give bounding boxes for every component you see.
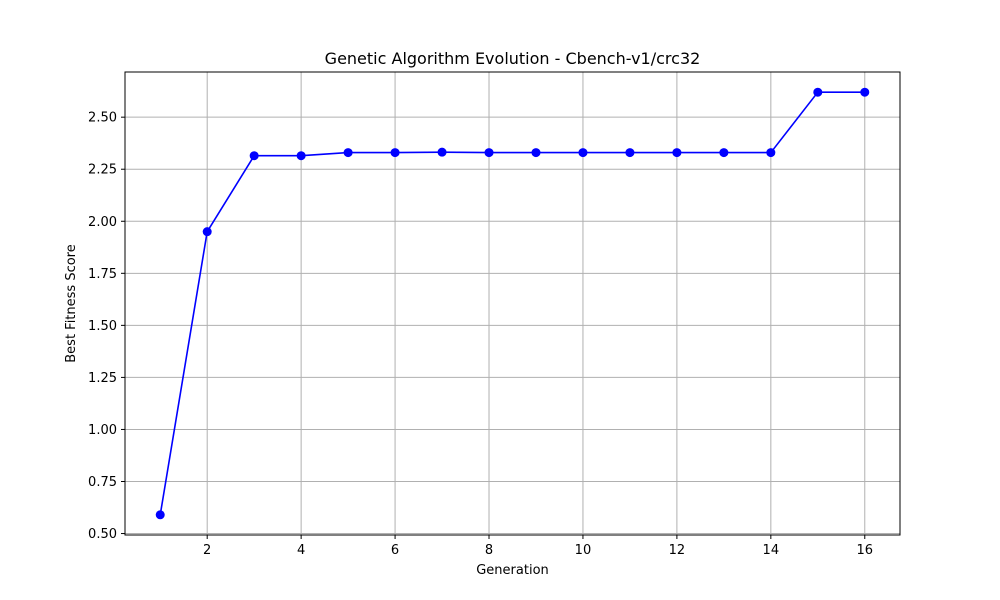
data-point [202, 227, 212, 237]
y-tick-label: 2.50 [88, 111, 117, 126]
data-point [390, 148, 400, 158]
grid-layer [125, 72, 900, 535]
chart-title: Genetic Algorithm Evolution - Cbench-v1/… [325, 49, 701, 68]
y-axis-label: Best Fitness Score [64, 244, 79, 363]
y-tick-label: 2.25 [88, 163, 117, 178]
tick-layer: 2 4 6 8 10 12 14 16 0.50 0.75 1.00 1.25 1.50 1.75 2.00… [88, 111, 873, 558]
data-point [296, 151, 306, 161]
x-tick-label: 16 [856, 543, 873, 558]
y-tick-label: 1.00 [88, 423, 117, 438]
data-point [343, 148, 353, 158]
y-tick-label: 0.75 [88, 475, 117, 490]
plot-frame [124, 71, 901, 536]
series-line [159, 91, 865, 515]
series-layer [155, 87, 870, 520]
y-tick-label: 0.50 [88, 527, 117, 542]
y-tick-label: 1.25 [88, 371, 117, 386]
x-tick-label: 14 [763, 543, 780, 558]
x-tick-label: 4 [297, 543, 305, 558]
data-point [672, 148, 682, 158]
x-tick-label: 12 [669, 543, 686, 558]
data-point [766, 148, 776, 158]
y-tick-label: 2.00 [88, 215, 117, 230]
data-point [249, 151, 259, 161]
data-point [860, 87, 870, 97]
data-point [437, 147, 447, 157]
y-tick-label: 1.50 [88, 319, 117, 334]
data-point [155, 510, 165, 520]
x-tick-label: 6 [391, 543, 399, 558]
x-axis-label: Generation [476, 563, 549, 578]
data-point [578, 148, 588, 158]
data-point [531, 148, 541, 158]
x-tick-label: 2 [203, 543, 211, 558]
data-point [719, 148, 729, 158]
data-point [484, 148, 494, 158]
data-point [813, 87, 823, 97]
x-tick-label: 8 [485, 543, 493, 558]
x-tick-label: 10 [575, 543, 592, 558]
data-point [625, 148, 635, 158]
y-tick-label: 1.75 [88, 267, 117, 282]
